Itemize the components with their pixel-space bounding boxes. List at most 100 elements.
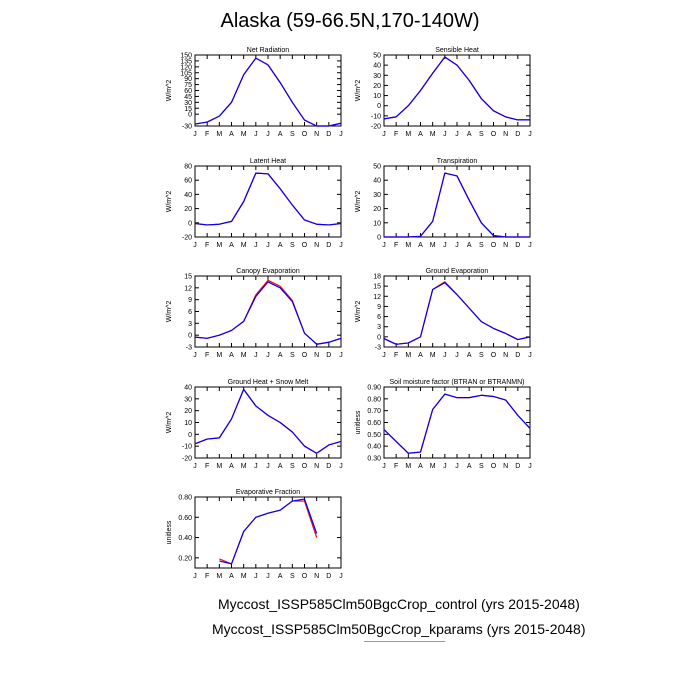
y-tick-label: 0.40 (178, 535, 192, 542)
y-tick-label: 105 (180, 70, 192, 77)
y-tick-label: 20 (184, 408, 192, 415)
y-tick-label: 9 (188, 297, 192, 304)
series-line (383, 56, 530, 121)
x-tick-label: J (193, 463, 197, 470)
x-tick-label: J (443, 463, 447, 470)
x-tick-label: M (430, 242, 436, 249)
series-line (194, 279, 342, 345)
x-tick-label: J (339, 352, 343, 359)
y-tick-label: 60 (184, 178, 192, 185)
y-tick-label: 0.40 (367, 444, 381, 451)
y-tick-label: 0 (188, 333, 192, 340)
y-tick-label: -30 (182, 124, 192, 131)
x-tick-label: N (314, 242, 319, 249)
x-tick-label: J (382, 352, 386, 359)
y-tick-label: -20 (182, 456, 192, 463)
x-tick-label: A (229, 463, 234, 470)
panel-title: Latent Heat (250, 158, 286, 165)
x-tick-label: A (418, 352, 423, 359)
x-tick-label: S (290, 242, 295, 249)
y-tick-label: 0 (188, 432, 192, 439)
y-tick-label: 135 (180, 58, 192, 65)
x-tick-label: D (515, 242, 520, 249)
y-tick-label: -3 (375, 345, 381, 352)
y-tick-label: 0.50 (367, 432, 381, 439)
x-tick-label: A (229, 352, 234, 359)
series-line (384, 172, 530, 238)
x-tick-label: J (382, 463, 386, 470)
x-tick-label: O (491, 131, 497, 138)
x-tick-label: F (205, 131, 209, 138)
x-tick-label: J (254, 131, 258, 138)
y-tick-label: 15 (184, 274, 192, 281)
y-tick-label: 20 (184, 206, 192, 213)
x-tick-label: S (479, 463, 484, 470)
x-tick-label: A (229, 131, 234, 138)
x-tick-label: A (467, 463, 472, 470)
y-tick-label: 9 (377, 304, 381, 311)
x-tick-label: S (479, 352, 484, 359)
panel-title: Evaporative Fraction (236, 489, 300, 496)
y-tick-label: 45 (184, 94, 192, 101)
x-tick-label: A (418, 463, 423, 470)
y-tick-label: 15 (184, 106, 192, 113)
x-tick-label: A (278, 242, 283, 249)
x-tick-label: J (266, 573, 270, 580)
x-tick-label: J (266, 242, 270, 249)
x-tick-label: D (515, 352, 520, 359)
x-tick-label: J (455, 131, 459, 138)
x-tick-label: J (455, 242, 459, 249)
y-axis-label: W/m^2 (166, 412, 173, 434)
y-tick-label: 10 (373, 220, 381, 227)
chart-panel: Evaporative Fraction unitless 0.20 0.40 0.60… (166, 489, 343, 580)
x-tick-label: N (503, 131, 508, 138)
x-tick-label: O (491, 242, 497, 249)
y-tick-label: 30 (373, 73, 381, 80)
x-tick-label: J (443, 242, 447, 249)
series-line (194, 172, 342, 226)
x-tick-label: F (205, 352, 209, 359)
x-tick-label: M (405, 131, 411, 138)
x-tick-label: J (382, 242, 386, 249)
x-tick-label: J (443, 352, 447, 359)
x-tick-label: A (278, 352, 283, 359)
y-tick-label: 60 (184, 88, 192, 95)
x-tick-label: N (314, 131, 319, 138)
x-tick-label: J (193, 131, 197, 138)
y-tick-label: -20 (182, 235, 192, 242)
chart-panel: Ground Heat + Snow Melt W/m^2 -20 -10 0 10 20 3… (166, 379, 343, 470)
x-tick-label: F (394, 463, 398, 470)
y-tick-label: 15 (373, 284, 381, 291)
y-tick-label: 0.60 (367, 420, 381, 427)
x-tick-label: F (394, 242, 398, 249)
x-tick-label: J (455, 352, 459, 359)
y-axis-label: W/m^2 (355, 191, 362, 213)
x-tick-label: M (241, 573, 247, 580)
chart-panel: Soil moisture factor (BTRAN or BTRANMN) u… (355, 379, 532, 470)
x-tick-label: M (241, 131, 247, 138)
y-tick-label: 40 (184, 385, 192, 392)
series-line (194, 57, 342, 127)
x-tick-label: J (528, 463, 532, 470)
page-title: Alaska (59-66.5N,170-140W) (220, 10, 480, 32)
series-line (383, 393, 531, 454)
x-tick-label: M (216, 352, 222, 359)
x-tick-label: D (326, 131, 331, 138)
y-tick-label: 6 (188, 309, 192, 316)
legend-entry-kparams: Myccost_ISSP585Clm50BgcCrop_kparams (yrs… (212, 621, 586, 637)
y-tick-label: 0 (377, 103, 381, 110)
x-tick-label: J (254, 352, 258, 359)
x-tick-label: J (266, 463, 270, 470)
y-tick-label: 0.80 (367, 396, 381, 403)
x-tick-label: N (503, 352, 508, 359)
x-tick-label: N (503, 463, 508, 470)
x-tick-label: M (241, 463, 247, 470)
y-axis-label: W/m^2 (355, 80, 362, 102)
y-tick-label: 18 (373, 274, 381, 281)
x-tick-label: D (326, 242, 331, 249)
x-tick-label: J (266, 352, 270, 359)
y-tick-label: -20 (371, 124, 381, 131)
x-tick-label: M (216, 242, 222, 249)
